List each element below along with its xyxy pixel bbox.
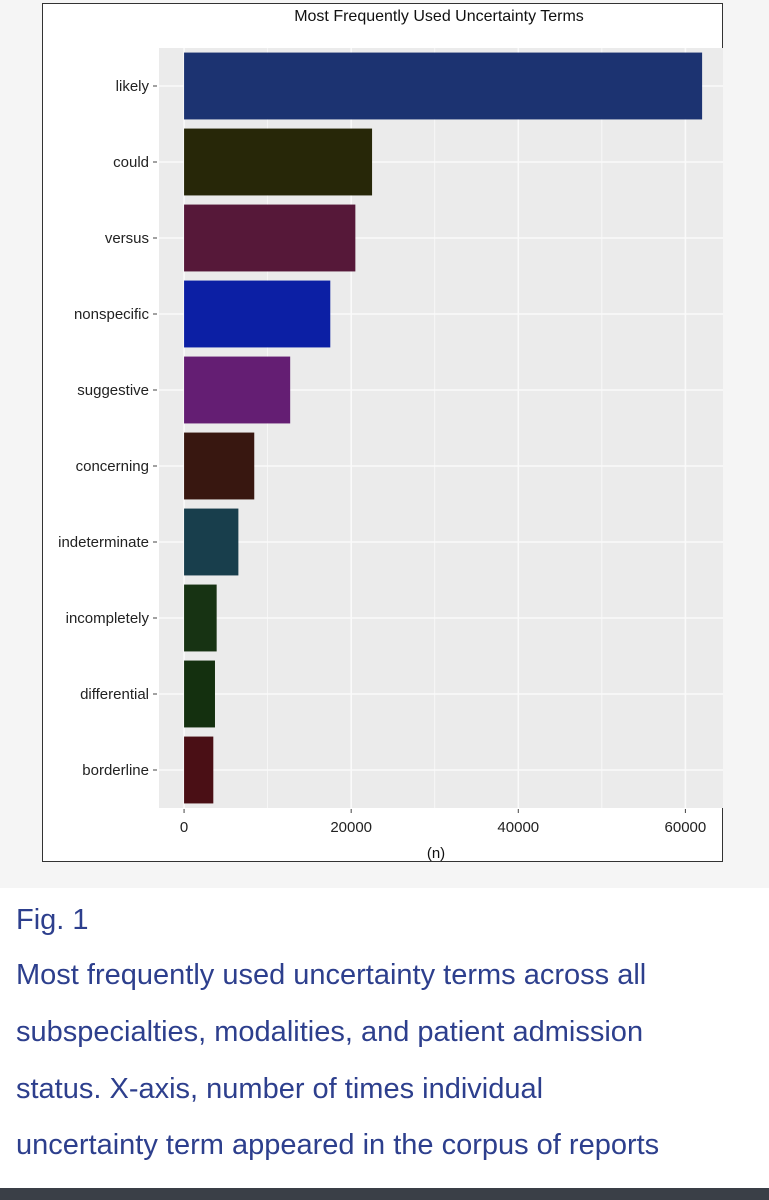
x-tick-label: 0	[180, 819, 188, 836]
x-axis-title: (n)	[427, 845, 445, 862]
x-tick-label: 40000	[497, 819, 539, 836]
chart-title: Most Frequently Used Uncertainty Terms	[294, 8, 584, 25]
y-tick-label: could	[113, 154, 149, 171]
bar-chart: Most Frequently Used Uncertainty Terms l…	[58, 8, 723, 862]
caption-line-2: subspecialties, modalities, and patient …	[16, 1016, 644, 1048]
x-tick-label: 20000	[330, 819, 372, 836]
y-tick-label: differential	[80, 686, 149, 703]
caption-line-3: status. X-axis, number of times individu…	[16, 1073, 544, 1105]
bar-could	[184, 128, 373, 196]
y-tick-label: borderline	[82, 762, 149, 779]
y-tick-label: suggestive	[77, 382, 149, 399]
bar-indeterminate	[184, 508, 239, 576]
bar-incompletely	[184, 584, 217, 652]
y-tick-label: nonspecific	[74, 306, 150, 323]
y-tick-label: indeterminate	[58, 534, 149, 551]
bar-differential	[184, 660, 215, 728]
bar-suggestive	[184, 356, 291, 424]
bar-nonspecific	[184, 280, 331, 348]
bar-likely	[184, 52, 703, 120]
y-tick-label: concerning	[76, 458, 149, 475]
y-tick-label: likely	[116, 78, 150, 95]
x-tick-label: 60000	[665, 819, 707, 836]
bars	[184, 52, 703, 804]
y-axis-labels: likely could versus nonspecific suggestive co…	[58, 78, 157, 779]
bar-versus	[184, 204, 356, 272]
caption-line-1: Most frequently used uncertainty terms a…	[16, 959, 647, 991]
bottom-bar	[0, 1188, 769, 1200]
caption-line-4: uncertainty term appeared in the corpus …	[16, 1129, 660, 1161]
bar-concerning	[184, 432, 255, 500]
figure-label: Fig. 1	[16, 904, 89, 936]
y-tick-label: incompletely	[66, 610, 150, 627]
bar-borderline	[184, 736, 214, 804]
x-axis-ticks: 0 20000 40000 60000	[180, 809, 706, 836]
y-tick-label: versus	[105, 230, 149, 247]
